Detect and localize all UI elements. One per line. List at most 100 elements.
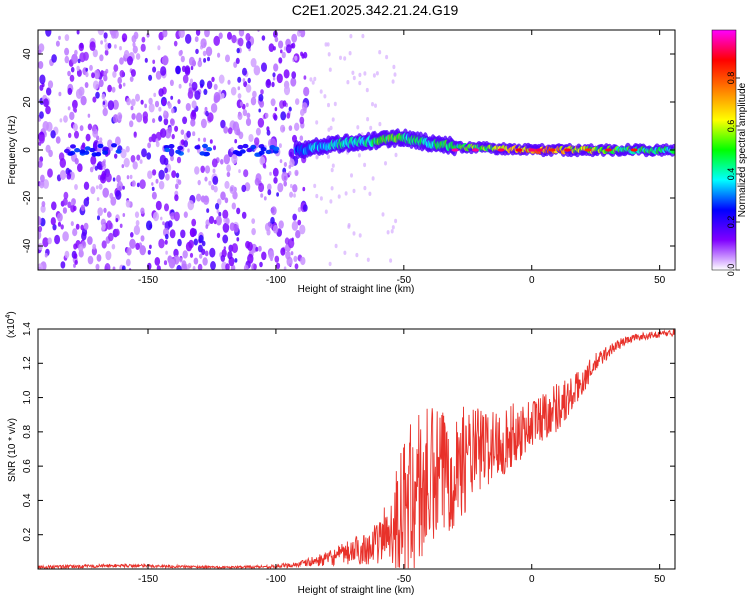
noise-speckle <box>184 65 191 75</box>
weak-signal-blob <box>115 149 122 154</box>
noise-speckle <box>194 36 199 43</box>
noise-speckle <box>280 247 286 256</box>
noise-speckle <box>253 65 261 76</box>
noise-speckle <box>139 179 146 190</box>
noise-speckle <box>290 77 297 87</box>
noise-speckle <box>175 172 180 178</box>
noise-speckle <box>158 106 162 112</box>
noise-speckle <box>71 53 78 64</box>
noise-speckle <box>371 176 375 181</box>
noise-speckle <box>119 57 124 65</box>
noise-speckle <box>151 186 155 191</box>
noise-speckle <box>303 51 308 59</box>
noise-speckle <box>266 129 271 136</box>
noise-speckle <box>159 154 167 165</box>
noise-speckle <box>119 70 125 78</box>
noise-speckle <box>218 89 222 95</box>
noise-speckle <box>358 72 362 78</box>
weak-signal-blob <box>237 144 244 150</box>
noise-speckle <box>189 78 194 84</box>
noise-speckle <box>89 41 96 51</box>
noise-speckle <box>206 80 213 90</box>
x-tick-label: 50 <box>654 275 666 286</box>
noise-speckle <box>274 36 279 43</box>
noise-speckle <box>64 34 70 42</box>
noise-speckle <box>91 247 97 256</box>
noise-speckle <box>197 60 203 68</box>
noise-speckle <box>92 96 97 103</box>
noise-speckle <box>59 118 63 123</box>
noise-speckle <box>121 265 126 270</box>
noise-speckle <box>177 238 182 247</box>
noise-speckle <box>176 156 182 164</box>
noise-speckle <box>148 74 153 81</box>
noise-speckle <box>225 54 230 63</box>
noise-speckle <box>110 196 117 206</box>
noise-speckle <box>331 163 335 168</box>
noise-speckle <box>231 243 238 254</box>
weak-signal-blob <box>111 143 117 148</box>
weak-signal-blob <box>79 149 86 154</box>
ridge-hotspot <box>535 148 543 152</box>
noise-speckle <box>58 91 62 97</box>
noise-speckle <box>197 179 201 186</box>
noise-speckle <box>346 80 350 85</box>
noise-speckle <box>63 115 68 123</box>
noise-speckle <box>203 58 207 63</box>
noise-speckle <box>363 162 367 168</box>
noise-speckle <box>55 136 61 144</box>
noise-speckle <box>220 159 224 165</box>
noise-speckle <box>218 74 225 84</box>
noise-speckle <box>191 81 198 91</box>
noise-speckle <box>51 201 57 211</box>
noise-speckle <box>100 70 105 77</box>
noise-speckle <box>247 77 251 84</box>
weak-signal-blob <box>199 151 206 156</box>
noise-speckle <box>72 106 76 112</box>
noise-speckle <box>236 237 240 242</box>
ridge-hotspot <box>497 148 505 152</box>
noise-speckle <box>213 185 218 193</box>
noise-speckle <box>245 33 251 42</box>
noise-speckle <box>273 114 278 121</box>
noise-speckle <box>139 245 146 256</box>
noise-speckle <box>277 182 284 193</box>
noise-speckle <box>125 145 130 153</box>
noise-speckle <box>302 204 308 212</box>
noise-speckle <box>328 261 332 267</box>
noise-speckle <box>132 161 138 170</box>
noise-speckle <box>152 66 157 73</box>
noise-speckle <box>278 143 282 149</box>
noise-speckle <box>343 250 347 255</box>
noise-speckle <box>283 69 290 79</box>
noise-speckle <box>288 125 293 131</box>
noise-speckle <box>60 261 66 269</box>
noise-speckle <box>299 224 306 235</box>
noise-speckle <box>241 184 247 193</box>
noise-speckle <box>295 98 300 105</box>
noise-speckle <box>96 197 100 202</box>
noise-speckle <box>64 47 70 56</box>
noise-speckle <box>215 215 222 226</box>
noise-speckle <box>274 255 280 263</box>
noise-speckle <box>224 197 229 204</box>
noise-speckle <box>103 74 108 82</box>
noise-speckle <box>328 67 332 72</box>
noise-speckle <box>164 167 169 174</box>
noise-speckle <box>191 100 197 109</box>
noise-speckle <box>302 186 306 192</box>
noise-speckle <box>135 53 141 60</box>
noise-speckle <box>260 89 264 95</box>
noise-speckle <box>92 49 98 58</box>
noise-speckle <box>90 186 96 195</box>
noise-speckle <box>368 191 372 196</box>
noise-speckle <box>268 250 275 260</box>
noise-speckle <box>213 145 216 151</box>
noise-speckle <box>356 125 360 130</box>
noise-speckle <box>125 200 131 208</box>
noise-speckle <box>154 257 161 266</box>
noise-speckle <box>173 211 180 222</box>
colorbar-tick-label: 0.2 <box>726 216 736 229</box>
noise-speckle <box>195 30 201 36</box>
noise-speckle <box>102 107 108 117</box>
